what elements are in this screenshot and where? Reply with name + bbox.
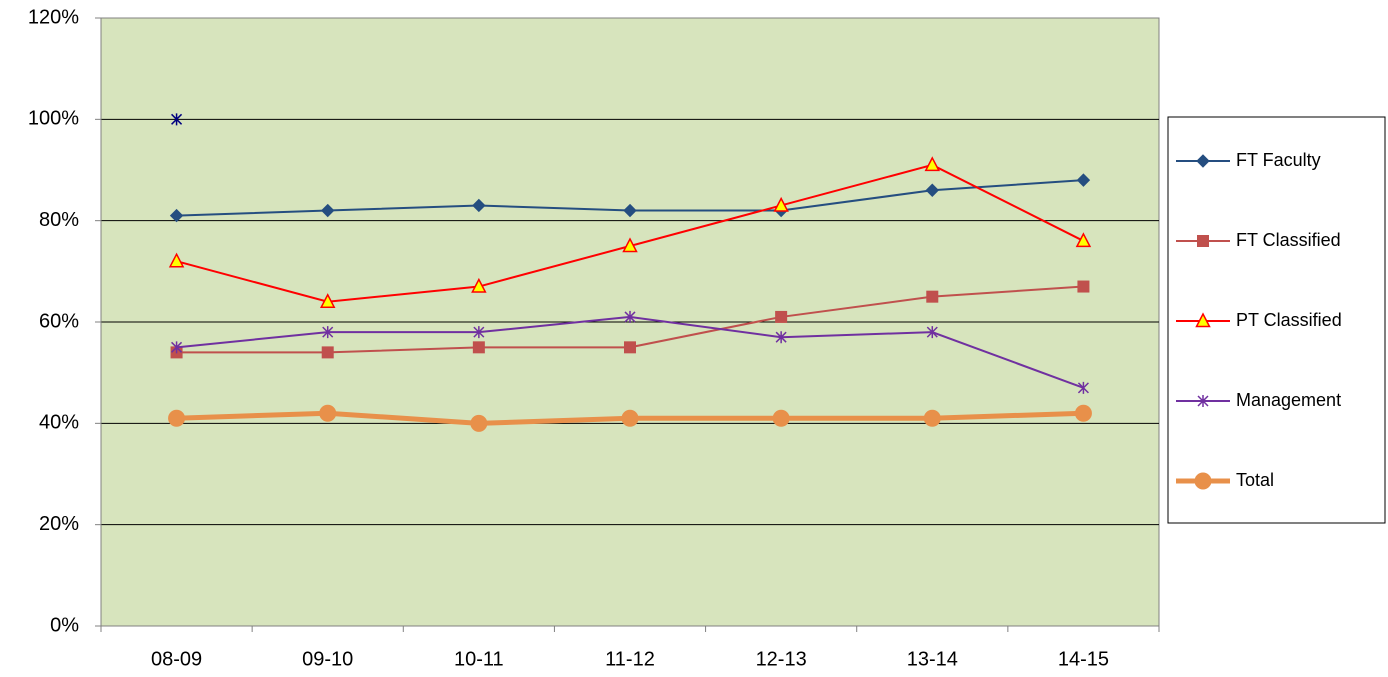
marker [472, 198, 486, 213]
y-tick-label: 100% [28, 108, 79, 130]
marker [168, 252, 185, 268]
marker [321, 203, 335, 218]
marker [775, 331, 787, 344]
marker [624, 310, 636, 323]
legend-item: PT Classified [1176, 310, 1342, 330]
legend-item: Management [1176, 390, 1341, 410]
x-tick-label: 10-11 [454, 648, 504, 670]
marker [319, 293, 336, 308]
marker [472, 341, 485, 354]
legend-item: FT Classified [1176, 230, 1341, 250]
marker [624, 341, 636, 354]
marker [925, 183, 939, 197]
legend-label: FT Classified [1236, 230, 1341, 250]
marker [623, 203, 637, 218]
y-tick-label: 40% [39, 412, 79, 434]
marker [1075, 232, 1092, 248]
marker [322, 326, 334, 339]
marker [171, 113, 183, 126]
marker [1074, 404, 1092, 422]
legend-item: FT Faculty [1176, 150, 1321, 170]
legend-item: Total [1176, 470, 1274, 490]
marker [471, 277, 487, 293]
legend-label: Management [1236, 390, 1341, 410]
x-tick-label: 13-14 [907, 648, 958, 670]
x-tick-label: 11-12 [605, 648, 655, 670]
legend-marker [1194, 472, 1212, 490]
marker [473, 326, 485, 339]
marker [926, 290, 939, 303]
marker [923, 409, 941, 427]
series [168, 404, 1092, 432]
marker [622, 237, 638, 253]
marker [171, 341, 183, 354]
series [171, 310, 1089, 394]
x-tick-label: 09-10 [302, 648, 353, 670]
x-tick-label: 12-13 [756, 648, 807, 670]
legend-marker [1197, 395, 1209, 407]
marker [168, 409, 186, 427]
x-tick-label: 14-15 [1058, 648, 1109, 670]
y-tick-label: 80% [39, 209, 79, 231]
marker [926, 326, 938, 339]
y-tick-label: 0% [50, 614, 79, 636]
marker [621, 409, 639, 427]
legend [1167, 116, 1386, 524]
legend-marker [1195, 312, 1211, 328]
x-tick-label: 08-09 [151, 648, 202, 670]
legend-label: PT Classified [1236, 310, 1342, 330]
marker [470, 414, 488, 432]
marker [1076, 173, 1091, 187]
marker [1077, 381, 1089, 394]
y-tick-label: 20% [39, 513, 79, 535]
y-tick-label: 60% [39, 310, 79, 332]
series [171, 113, 183, 126]
y-tick-label: 120% [28, 6, 79, 28]
series [170, 280, 1090, 359]
marker [169, 208, 184, 223]
marker [775, 310, 788, 323]
marker [772, 409, 790, 427]
legend-label: FT Faculty [1236, 150, 1321, 170]
legend-label: Total [1236, 470, 1274, 490]
marker [773, 196, 789, 212]
marker [319, 404, 337, 422]
marker [924, 156, 941, 172]
marker [321, 346, 334, 359]
legend-marker [1196, 154, 1210, 168]
series [169, 173, 1091, 223]
series [168, 156, 1092, 308]
legend-marker [1197, 235, 1209, 247]
marker [1077, 280, 1090, 293]
